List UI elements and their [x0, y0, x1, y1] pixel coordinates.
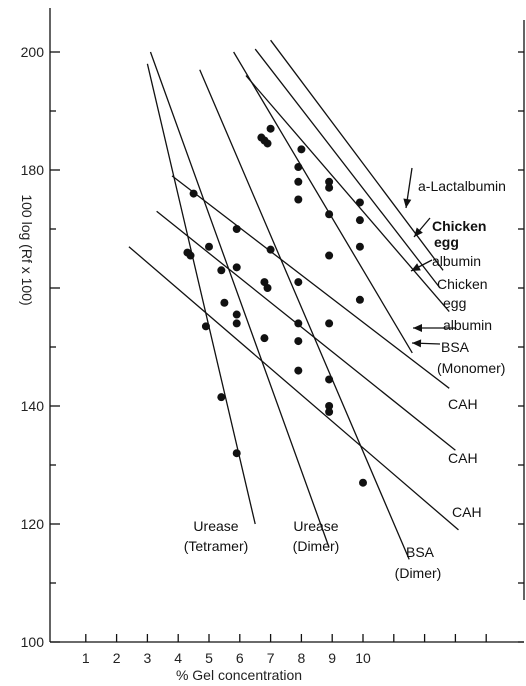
- data-point: [355, 216, 364, 225]
- x-tick-label: 6: [236, 650, 244, 666]
- data-point: [217, 393, 226, 402]
- series-line-8: [146, 63, 256, 525]
- data-point: [325, 251, 334, 260]
- x-axis-title: % Gel concentration: [176, 667, 302, 683]
- data-point: [217, 266, 226, 275]
- arrowhead: [414, 227, 423, 237]
- data-point: [263, 284, 272, 292]
- data-point: [325, 210, 334, 219]
- series-line-1: [270, 39, 444, 271]
- arrowhead: [403, 198, 412, 208]
- data-point: [294, 278, 303, 287]
- data-point: [266, 124, 275, 133]
- series-label: BSA: [441, 339, 470, 355]
- data-point: [359, 478, 367, 487]
- y-tick-label: 120: [21, 516, 45, 532]
- data-point: [232, 319, 241, 328]
- series-label: Urease: [193, 518, 238, 534]
- y-tick-label: 140: [21, 398, 45, 414]
- series-label: (Dimer): [293, 538, 340, 554]
- data-point: [205, 242, 213, 251]
- series-label: CAH: [448, 450, 478, 466]
- data-point: [294, 195, 303, 204]
- data-point: [294, 366, 303, 375]
- arrowhead: [413, 324, 422, 332]
- series-label: egg: [443, 295, 466, 311]
- y-tick-label: 180: [21, 162, 45, 178]
- data-point: [189, 189, 198, 198]
- data-point: [260, 334, 269, 343]
- data-point: [294, 163, 303, 172]
- series-line-6: [156, 210, 456, 451]
- series-label: (Dimer): [395, 565, 442, 581]
- x-tick-label: 3: [144, 650, 152, 666]
- x-tick-label: 10: [355, 650, 371, 666]
- data-point: [325, 402, 334, 410]
- series-line-7: [128, 246, 459, 531]
- y-axis-title: 100 log (Rf x 100): [19, 194, 35, 305]
- series-line-5: [171, 175, 450, 389]
- series-label: (Monomer): [437, 360, 505, 376]
- series-line-4: [233, 51, 413, 354]
- series-line-10: [199, 69, 410, 560]
- series-labels: a-LactalbuminChickeneggalbuminChickenegg…: [184, 178, 506, 581]
- data-point: [266, 245, 275, 254]
- data-point: [355, 295, 364, 304]
- series-line-3: [245, 75, 450, 313]
- arrowhead: [411, 263, 421, 271]
- y-tick-label: 100: [21, 634, 45, 650]
- x-tick-label: 4: [174, 650, 182, 666]
- x-tick-label: 1: [82, 650, 90, 666]
- data-point: [232, 225, 241, 233]
- series-label: a-Lactalbumin: [418, 178, 506, 194]
- x-tick-label: 2: [113, 650, 121, 666]
- data-point: [220, 298, 229, 307]
- data-point: [257, 133, 266, 142]
- data-point: [355, 242, 364, 251]
- data-point: [260, 278, 269, 287]
- data-point: [201, 322, 210, 331]
- series-label: BSA: [406, 544, 435, 560]
- label-arrows: [403, 167, 456, 348]
- data-point: [325, 319, 334, 328]
- x-tick-label: 8: [298, 650, 306, 666]
- data-point: [232, 310, 241, 319]
- x-tick-label: 5: [205, 650, 213, 666]
- data-point: [355, 198, 364, 207]
- data-points: [183, 124, 367, 487]
- data-point: [232, 449, 241, 458]
- series-label: albumin: [432, 253, 481, 269]
- series-label: egg: [434, 234, 459, 250]
- data-point: [232, 263, 241, 272]
- x-tick-label: 9: [328, 650, 336, 666]
- axes: 100 120 140 180 200 1 2 3 4 5 6 7 8 9 10: [21, 8, 525, 666]
- data-point: [294, 319, 303, 328]
- series-label: Chicken: [432, 218, 486, 234]
- data-point: [325, 177, 334, 186]
- series-line-2: [254, 48, 441, 289]
- series-label: Urease: [293, 518, 338, 534]
- data-point: [294, 177, 303, 186]
- series-lines: [128, 39, 459, 560]
- y-tick-label: 200: [21, 44, 45, 60]
- data-point: [325, 375, 334, 384]
- data-point: [183, 248, 192, 257]
- data-point: [294, 337, 303, 346]
- series-label: Chicken: [437, 276, 488, 292]
- series-line-9: [149, 51, 330, 548]
- data-point: [297, 145, 306, 154]
- series-label: albumin: [443, 317, 492, 333]
- x-tick-label: 7: [267, 650, 275, 666]
- series-label: CAH: [448, 396, 478, 412]
- data-point: [325, 183, 334, 192]
- data-point: [325, 407, 334, 416]
- arrowhead: [412, 339, 422, 348]
- series-label: CAH: [452, 504, 482, 520]
- series-label: (Tetramer): [184, 538, 249, 554]
